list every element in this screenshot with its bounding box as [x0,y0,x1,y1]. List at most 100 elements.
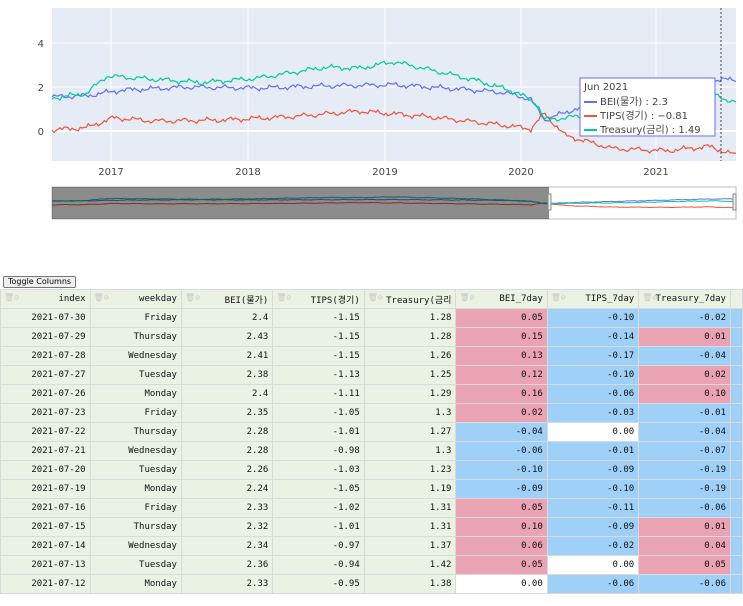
table-cell: 0.05 [455,555,548,575]
toggle-columns-button[interactable]: Toggle Columns [3,276,77,288]
table-cell: -0.19 [638,479,731,499]
table-cell: -0.09 [546,460,640,480]
table-cell: 0.00 [546,422,640,442]
column-visibility-icon[interactable]: 🗑⊘ [550,293,566,302]
table-cell: 1.29 [363,384,457,404]
table-cell: 1.27 [363,422,457,442]
table-cell: 1.42 [363,555,457,575]
table-row[interactable]: 2021-07-26 Monday 2.4 -1.11 1.29 0.16 -0.06 0.1… [0,384,743,404]
column-header-label: Treasury(금리 [386,295,452,306]
column-header[interactable]: 🗑⊘ TIPS(경기) [272,289,365,309]
table-cell: -0.04 [455,422,548,442]
table-cell: -0.06 [546,574,640,594]
column-visibility-icon[interactable]: 🗑⊘ [93,293,109,302]
range-slider[interactable] [51,186,737,220]
table-header-row: 🗑⊘ index 🗑⊘ weekday 🗑⊘ BEI(물가) 🗑⊘ TIPS(경기) 🗑⊘ Tre… [0,289,743,309]
series-line-1[interactable] [51,108,736,154]
table-row[interactable]: 2021-07-20 Tuesday 2.26 -1.03 1.23 -0.10 -0.09… [0,460,743,480]
table-cell: -0.10 [546,479,640,499]
table-cell: -0.11 [546,498,640,518]
table-cell-overflow [729,574,743,594]
table-cell: 2.41 [180,346,274,366]
table-row[interactable]: 2021-07-29 Thursday 2.43 -1.15 1.28 0.15 -0.14… [0,327,743,347]
table-cell: -0.19 [638,460,731,480]
table-cell-overflow [729,327,743,347]
x-tick-label: 2017 [98,167,123,178]
column-header[interactable]: 🗑⊘ BEI_7day [455,289,548,309]
table-cell: -0.10 [546,365,640,385]
range-slider-right-handle[interactable] [732,193,737,211]
table-row[interactable]: 2021-07-23 Friday 2.35 -1.05 1.3 0.02 -0.03 -0.… [0,403,743,423]
table-row[interactable]: 2021-07-16 Friday 2.33 -1.02 1.31 0.05 -0.11 -0… [0,498,743,518]
range-slider-left-handle[interactable] [547,193,552,211]
table-cell: 2021-07-21 [0,441,91,461]
column-visibility-icon[interactable]: 🗑⊘ [642,293,658,302]
table-cell: -1.11 [272,384,365,404]
table-cell: -0.14 [546,327,640,347]
table-cell: 0.04 [638,536,731,556]
column-header[interactable]: 🗑⊘ Treasury_7day [638,289,731,309]
table-row[interactable]: 2021-07-27 Tuesday 2.38 -1.13 1.25 0.12 -0.10 0… [0,365,743,385]
table-cell: 0.15 [455,327,548,347]
table-cell: Monday [89,574,182,594]
table-cell: 1.25 [363,365,457,385]
table-cell: 2.28 [180,422,274,442]
table-cell-overflow [729,536,743,556]
table-cell: 2.36 [180,555,274,575]
table-cell: 2.43 [180,327,274,347]
column-visibility-icon[interactable]: 🗑⊘ [276,293,292,302]
table-row[interactable]: 2021-07-28 Wednesday 2.41 -1.15 1.26 0.13 -0.1… [0,346,743,366]
table-row[interactable]: 2021-07-30 Friday 2.4 -1.15 1.28 0.05 -0.10 -0.… [0,308,743,328]
tooltip-row-treasury: Treasury(금리) : 1.49 [599,124,701,136]
table-cell: 1.38 [363,574,457,594]
table-cell: Friday [89,498,182,518]
time-series-chart[interactable]: 0 2 4 2017 2018 2019 2020 2021 Jun 2021 BEI(물가… [0,0,743,225]
table-cell: -0.01 [638,403,731,423]
table-cell: Wednesday [89,346,182,366]
table-cell: 2021-07-27 [0,365,91,385]
table-cell: 2021-07-28 [0,346,91,366]
table-cell: 0.13 [455,346,548,366]
table-cell: 0.10 [638,384,731,404]
table-cell: 2.33 [180,574,274,594]
x-tick-label: 2020 [508,167,533,178]
table-cell: -1.01 [272,422,365,442]
column-header[interactable]: 🗑⊘ index [0,289,91,309]
table-row[interactable]: 2021-07-12 Monday 2.33 -0.95 1.38 0.00 -0.06 -0… [0,574,743,594]
x-tick-label: 2018 [235,167,260,178]
table-row[interactable]: 2021-07-14 Wednesday 2.34 -0.97 1.37 0.06 -0.0… [0,536,743,556]
table-cell: -0.17 [546,346,640,366]
table-row[interactable]: 2021-07-22 Thursday 2.28 -1.01 1.27 -0.04 0.00… [0,422,743,442]
table-cell-overflow [729,365,743,385]
table-cell: -1.03 [272,460,365,480]
column-header-label: BEI_7day [499,294,543,304]
table-row[interactable]: 2021-07-19 Monday 2.24 -1.05 1.19 -0.09 -0.10-… [0,479,743,499]
column-header[interactable]: 🗑⊘ weekday [89,289,182,309]
table-row[interactable]: 2021-07-21 Wednesday 2.28 -0.98 1.3 -0.06 -0.0… [0,441,743,461]
column-visibility-icon[interactable]: 🗑⊘ [184,293,200,302]
table-cell: 1.31 [363,517,457,537]
table-cell: 1.19 [363,479,457,499]
column-header[interactable]: 🗑⊘ TIPS_7day [546,289,640,309]
table-row[interactable]: 2021-07-13 Tuesday 2.36 -0.94 1.42 0.05 0.00 0.… [0,555,743,575]
column-header[interactable]: 🗑⊘ Treasury(금리 [363,289,457,309]
column-visibility-icon[interactable]: 🗑⊘ [367,293,383,302]
table-cell: 0.05 [455,498,548,518]
table-cell-overflow [729,403,743,423]
table-cell: -0.02 [638,308,731,328]
table-row[interactable]: 2021-07-15 Thursday 2.32 -1.01 1.31 0.10 -0.09… [0,517,743,537]
table-cell: 2021-07-14 [0,536,91,556]
column-visibility-icon[interactable]: 🗑⊘ [4,293,19,302]
column-header[interactable]: 🗑⊘ BEI(물가) [180,289,274,309]
table-cell: -1.15 [272,327,365,347]
table-cell: 2021-07-29 [0,327,91,347]
y-tick-label: 4 [38,39,44,50]
table-cell: -0.94 [272,555,365,575]
table-cell: 1.3 [363,441,457,461]
table-cell: -0.06 [546,384,640,404]
column-header-label: TIPS(경기) [310,295,360,306]
table-cell: 1.28 [363,327,457,347]
table-cell: -0.07 [638,441,731,461]
table-cell: 1.3 [363,403,457,423]
column-visibility-icon[interactable]: 🗑⊘ [459,293,475,302]
